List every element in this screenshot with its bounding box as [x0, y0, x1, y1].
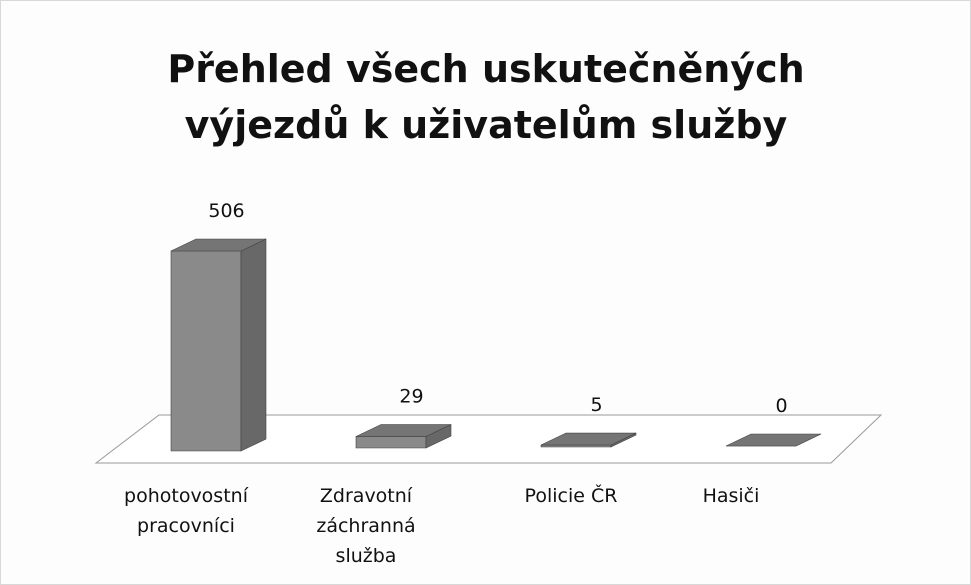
bar-top	[355, 424, 452, 437]
bar-front	[170, 250, 242, 452]
data-label: 0	[775, 395, 787, 417]
x-tick-label: pohotovostní pracovníci	[124, 485, 248, 537]
data-label: 5	[590, 394, 602, 416]
bar	[540, 432, 637, 448]
x-tick-label: Policie ČR	[524, 485, 618, 507]
x-tick-label: Hasiči	[702, 485, 760, 507]
data-label: 506	[208, 200, 244, 222]
bar-side	[240, 238, 267, 452]
x-tick-label: Zdravotní záchranná služba	[316, 485, 416, 567]
bar-top	[540, 432, 637, 446]
data-label: 29	[399, 386, 423, 408]
bar-front	[355, 436, 427, 449]
bar	[725, 433, 822, 447]
bar-top	[725, 433, 822, 447]
floor	[94, 414, 883, 464]
bar	[355, 424, 452, 449]
bar	[170, 238, 267, 452]
bar-top	[170, 238, 267, 252]
chart-title: Přehled všech uskutečněných výjezdů k už…	[167, 47, 805, 147]
